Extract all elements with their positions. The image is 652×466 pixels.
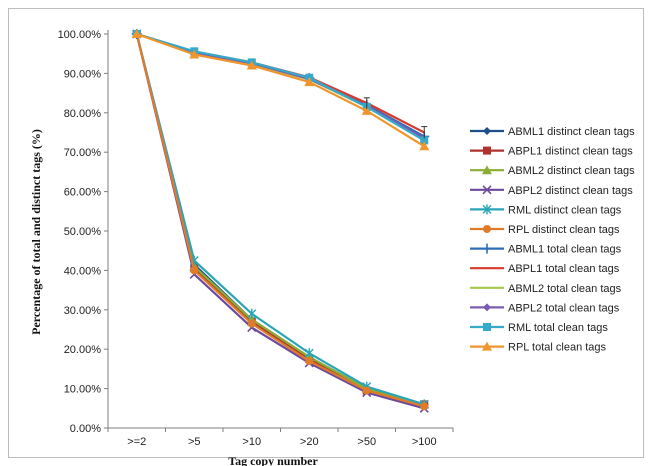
legend-swatch-marker xyxy=(482,204,492,215)
series-line xyxy=(136,32,425,142)
data-point xyxy=(362,386,371,395)
x-tick-label: >50 xyxy=(357,436,376,448)
y-tick-label: 90.00% xyxy=(64,68,102,80)
legend-item: ABML2 total clean tags xyxy=(470,283,622,295)
legend-label: ABPL1 distinct clean tags xyxy=(508,146,633,158)
series-2 xyxy=(131,29,430,409)
legend-item: RPL total clean tags xyxy=(470,341,607,354)
series-line xyxy=(135,33,425,408)
series-line xyxy=(135,33,425,406)
data-point xyxy=(189,49,200,59)
y-axis: 0.00% 10.00% 20.00% 30.00% 40.00% 50.00% 60.00… xyxy=(58,29,109,435)
error-bar xyxy=(363,97,370,109)
x-tick-label: >10 xyxy=(242,436,261,448)
x-tick-label: >20 xyxy=(300,436,319,448)
chart-frame xyxy=(8,8,644,458)
legend-item: ABML2 distinct clean tags xyxy=(470,165,635,177)
series-3 xyxy=(132,29,429,413)
legend-swatch-marker xyxy=(483,225,491,233)
series-4 xyxy=(132,29,429,410)
x-tick-label: >100 xyxy=(412,436,437,448)
legend-item: ABML1 total clean tags xyxy=(470,243,622,256)
legend-item: RML distinct clean tags xyxy=(470,204,622,216)
legend-label: ABML1 distinct clean tags xyxy=(508,126,635,138)
series-line xyxy=(135,33,425,406)
y-tick-label: 60.00% xyxy=(64,187,102,199)
legend-item: RPL distinct clean tags xyxy=(470,224,620,236)
data-point xyxy=(304,77,315,87)
y-tick-label: 10.00% xyxy=(64,384,102,396)
x-axis: >=2 >5 >10 >20 >50 >100 xyxy=(107,427,454,448)
x-tick-label: >=2 xyxy=(127,436,146,448)
legend-item: ABPL1 total clean tags xyxy=(470,263,620,275)
series-0 xyxy=(132,30,429,409)
y-tick-label: 20.00% xyxy=(64,344,102,356)
legend-label: RPL total clean tags xyxy=(508,342,607,354)
data-point xyxy=(246,60,257,70)
legend-swatch-marker xyxy=(483,323,491,331)
series-line xyxy=(136,32,425,148)
data-point xyxy=(247,308,257,319)
legend-item: ABPL2 distinct clean tags xyxy=(470,185,633,197)
legend-label: RPL distinct clean tags xyxy=(508,224,620,236)
series-layer xyxy=(131,29,430,413)
y-tick-label: 30.00% xyxy=(64,305,102,317)
x-axis-title: Tag copy number xyxy=(228,454,318,466)
series-line xyxy=(135,33,425,406)
legend-label: ABPL2 total clean tags xyxy=(508,302,620,314)
y-tick-label: 100.00% xyxy=(58,29,102,41)
legend-label: ABML1 total clean tags xyxy=(508,244,622,256)
legend-swatch-marker xyxy=(483,303,491,312)
legend-label: ABPL2 distinct clean tags xyxy=(508,185,633,197)
legend-item: ABML1 distinct clean tags xyxy=(470,126,635,138)
y-tick-label: 70.00% xyxy=(64,147,102,159)
series-1 xyxy=(132,30,429,409)
data-point xyxy=(361,105,372,115)
series-line xyxy=(135,33,425,410)
legend-swatch-marker xyxy=(482,165,492,175)
legend-swatch-marker xyxy=(483,146,491,155)
series-10 xyxy=(132,30,429,145)
y-tick-label: 40.00% xyxy=(64,265,102,277)
legend-swatch-marker xyxy=(482,243,492,254)
legend: ABML1 distinct clean tags ABPL1 distinct … xyxy=(470,126,635,354)
x-tick-label: >5 xyxy=(188,436,201,448)
y-tick-label: 0.00% xyxy=(70,423,101,435)
legend-item: ABPL1 distinct clean tags xyxy=(470,146,633,158)
data-point xyxy=(420,402,429,411)
legend-label: RML total clean tags xyxy=(508,322,608,334)
series-11 xyxy=(131,29,430,151)
data-point xyxy=(131,29,142,38)
legend-item: RML total clean tags xyxy=(470,322,608,334)
data-point xyxy=(304,348,314,359)
series-5 xyxy=(132,30,429,411)
data-point xyxy=(247,319,256,328)
y-tick-label: 80.00% xyxy=(64,108,102,120)
series-line xyxy=(135,33,425,406)
data-point xyxy=(190,266,199,275)
y-tick-label: 50.00% xyxy=(64,226,102,238)
legend-item: ABPL2 total clean tags xyxy=(470,302,620,314)
data-point xyxy=(419,141,430,151)
y-axis-title: Percentage of total and distinct tags (%… xyxy=(29,129,43,335)
legend-label: ABML2 distinct clean tags xyxy=(508,165,635,177)
legend-swatch-marker xyxy=(482,185,492,195)
error-bar xyxy=(421,126,428,139)
legend-label: ABML2 total clean tags xyxy=(508,283,622,295)
legend-label: RML distinct clean tags xyxy=(508,204,622,216)
legend-label: ABPL1 total clean tags xyxy=(508,263,620,275)
data-point xyxy=(420,136,429,145)
legend-swatch-marker xyxy=(483,127,491,135)
legend-swatch-marker xyxy=(482,341,492,351)
data-point xyxy=(305,357,314,366)
